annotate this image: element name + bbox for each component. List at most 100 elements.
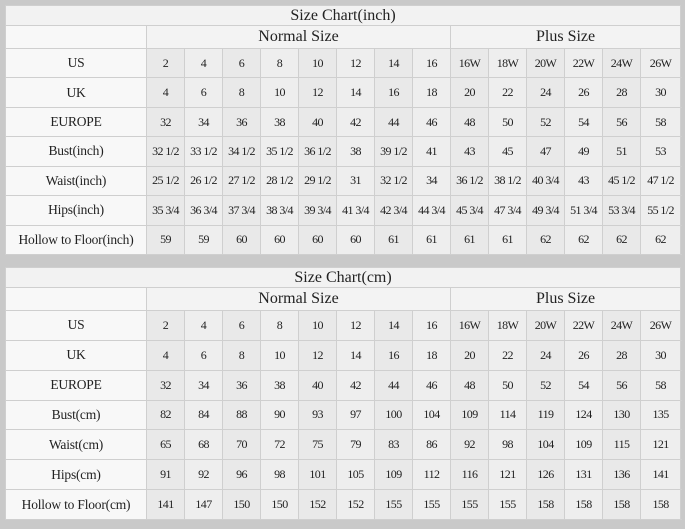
size-value-cell: 18 [412, 77, 451, 108]
size-value-cell: 35 3/4 [146, 195, 185, 226]
row-label: Bust(inch) [5, 136, 147, 167]
size-value-cell: 51 [602, 136, 641, 167]
size-value-cell: 4 [184, 47, 223, 79]
size-value-cell: 54 [564, 106, 603, 138]
size-value-cell: 119 [526, 399, 565, 431]
size-value-cell: 40 [298, 369, 337, 401]
size-value-cell: 22 [488, 77, 527, 108]
size-value-cell: 61 [450, 224, 489, 256]
size-value-cell: 6 [184, 77, 223, 108]
blank-cell [5, 287, 147, 311]
row-label: US [5, 47, 147, 79]
size-value-cell: 40 [298, 106, 337, 138]
size-value-cell: 24 [526, 77, 565, 108]
size-value-cell: 32 1/2 [374, 165, 413, 197]
size-value-cell: 136 [602, 459, 641, 491]
size-value-cell: 100 [374, 399, 413, 431]
size-value-cell: 24W [602, 47, 641, 79]
size-value-cell: 104 [526, 429, 565, 461]
size-value-cell: 12 [336, 47, 375, 79]
size-value-cell: 48 [450, 106, 489, 138]
size-value-cell: 16 [412, 310, 451, 341]
size-value-cell: 10 [298, 310, 337, 341]
size-value-cell: 96 [222, 459, 261, 491]
size-value-cell: 43 [564, 165, 603, 197]
size-value-cell: 70 [222, 429, 261, 461]
size-value-cell: 56 [602, 106, 641, 138]
size-value-cell: 54 [564, 369, 603, 401]
size-value-cell: 25 1/2 [146, 165, 185, 197]
table-row: Hips(inch) 35 3/4 36 3/4 37 3/4 38 3/4 39 3/4… [5, 195, 682, 226]
size-value-cell: 124 [564, 399, 603, 431]
size-value-cell: 48 [450, 369, 489, 401]
size-value-cell: 20 [450, 77, 489, 108]
table-row: UK 4 6 8 10 12 14 16 18 20 22 24 26 28 30 [5, 77, 682, 108]
size-value-cell: 82 [146, 399, 185, 431]
size-value-cell: 59 [146, 224, 185, 256]
size-value-cell: 52 [526, 369, 565, 401]
size-value-cell: 44 [374, 369, 413, 401]
size-value-cell: 93 [298, 399, 337, 431]
size-value-cell: 114 [488, 399, 527, 431]
table-row: UK 4 6 8 10 12 14 16 18 20 22 24 26 28 30 [5, 339, 682, 371]
size-value-cell: 38 [260, 369, 299, 401]
title-row: Size Chart(cm) [4, 267, 682, 288]
size-value-cell: 27 1/2 [222, 165, 261, 197]
size-value-cell: 52 [526, 106, 565, 138]
row-label: Hollow to Floor(inch) [5, 224, 147, 256]
size-value-cell: 14 [336, 339, 375, 371]
size-value-cell: 61 [488, 224, 527, 256]
size-value-cell: 121 [488, 459, 527, 491]
size-value-cell: 4 [146, 77, 185, 108]
size-value-cell: 47 [526, 136, 565, 167]
blank-cell [5, 25, 147, 49]
size-value-cell: 30 [639, 77, 682, 108]
size-value-cell: 8 [260, 310, 299, 341]
row-label: Hips(inch) [5, 195, 147, 226]
size-value-cell: 126 [526, 459, 565, 491]
size-value-cell: 43 [450, 136, 489, 167]
size-value-cell: 36 1/2 [298, 136, 337, 167]
size-value-cell: 6 [222, 47, 261, 79]
size-value-cell: 34 [184, 369, 223, 401]
size-value-cell: 49 3/4 [526, 195, 565, 226]
size-value-cell: 109 [450, 399, 489, 431]
size-value-cell: 42 [336, 369, 375, 401]
size-value-cell: 88 [222, 399, 261, 431]
chart-title: Size Chart(cm) [4, 267, 682, 288]
size-value-cell: 16 [412, 47, 451, 79]
size-value-cell: 26 [564, 77, 603, 108]
size-value-cell: 115 [602, 429, 641, 461]
size-value-cell: 36 3/4 [184, 195, 223, 226]
size-value-cell: 10 [298, 47, 337, 79]
size-value-cell: 26 [564, 339, 603, 371]
size-value-cell: 26W [639, 310, 682, 341]
size-value-cell: 152 [298, 489, 337, 520]
size-table: Size Chart(inch) Normal Size Plus Size US 2 4… [4, 5, 682, 256]
size-value-cell: 79 [336, 429, 375, 461]
size-value-cell: 35 1/2 [260, 136, 299, 167]
size-value-cell: 60 [298, 224, 337, 256]
title-row: Size Chart(inch) [4, 5, 682, 26]
size-value-cell: 155 [488, 489, 527, 520]
size-value-cell: 41 [412, 136, 451, 167]
table-row: Hollow to Floor(inch) 59 59 60 60 60 60 61 61 61 6… [5, 224, 682, 256]
size-value-cell: 29 1/2 [298, 165, 337, 197]
size-value-cell: 32 1/2 [146, 136, 185, 167]
size-value-cell: 62 [639, 224, 682, 256]
size-value-cell: 30 [639, 339, 682, 371]
size-value-cell: 22W [564, 310, 603, 341]
size-value-cell: 61 [374, 224, 413, 256]
size-value-cell: 34 1/2 [222, 136, 261, 167]
size-value-cell: 42 3/4 [374, 195, 413, 226]
size-value-cell: 91 [146, 459, 185, 491]
size-value-cell: 16W [450, 310, 489, 341]
size-value-cell: 155 [450, 489, 489, 520]
size-value-cell: 41 3/4 [336, 195, 375, 226]
row-label: US [5, 310, 147, 341]
size-value-cell: 131 [564, 459, 603, 491]
size-value-cell: 46 [412, 106, 451, 138]
size-value-cell: 16 [374, 77, 413, 108]
size-value-cell: 65 [146, 429, 185, 461]
size-value-cell: 14 [336, 77, 375, 108]
